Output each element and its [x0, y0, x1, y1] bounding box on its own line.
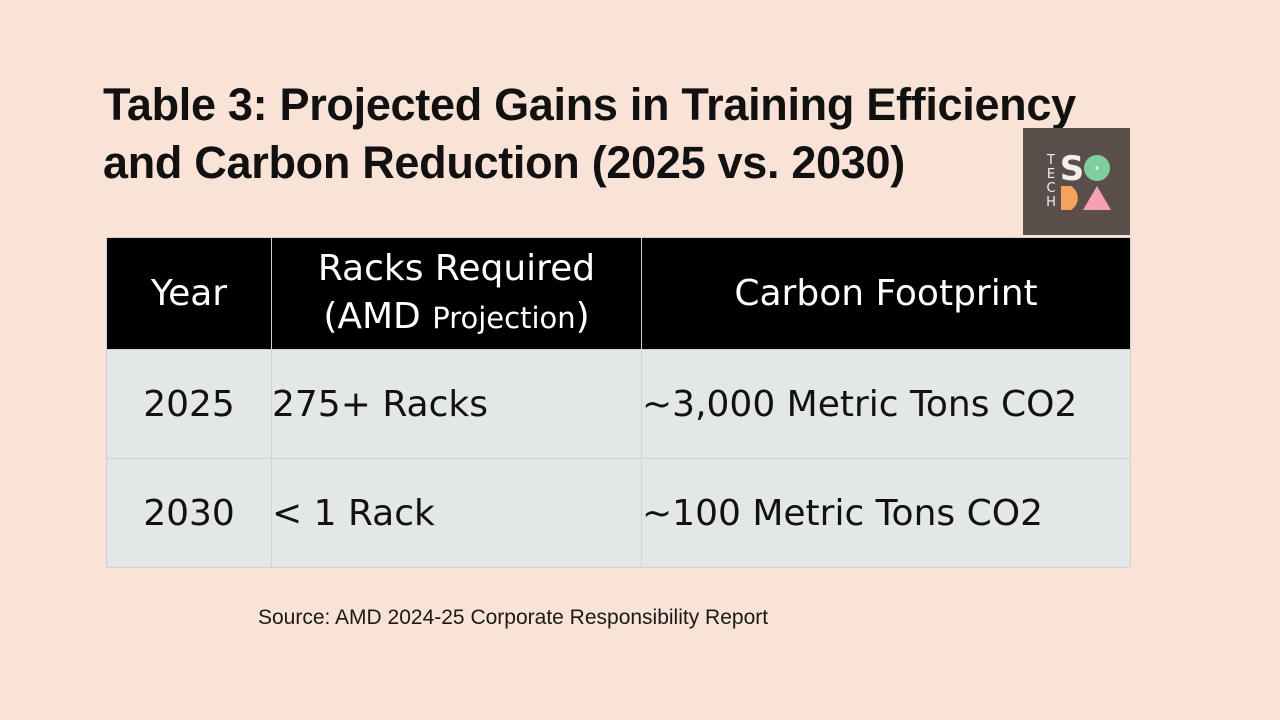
logo-letter-h: H	[1046, 195, 1056, 210]
logo-letter-t: T	[1046, 153, 1055, 168]
header-racks-line-1: Racks Required	[317, 248, 596, 289]
cell-carbon: ~3,000 Metric Tons CO2	[641, 349, 1131, 459]
table-row: 2030 < 1 Rack ~100 Metric Tons CO2	[106, 458, 1131, 568]
header-racks-close: )	[575, 296, 590, 337]
header-racks-open: (AMD	[323, 296, 433, 337]
logo-dot	[1095, 166, 1099, 170]
cell-carbon: ~100 Metric Tons CO2	[641, 458, 1131, 568]
source-note: Source: AMD 2024-25 Corporate Responsibi…	[258, 606, 769, 629]
cell-year: 2025	[106, 349, 272, 459]
header-carbon-footprint: Carbon Footprint	[641, 237, 1131, 350]
cell-racks: < 1 Rack	[271, 458, 642, 568]
logo-letter-a-shape	[1083, 186, 1111, 210]
header-racks-line-2: (AMD Projection)	[272, 293, 641, 342]
tech-soda-logo-graphic: T E C H S	[1046, 149, 1111, 210]
logo-letter-s: S	[1060, 149, 1085, 189]
cell-year: 2030	[106, 458, 272, 568]
logo-letter-e: E	[1047, 167, 1055, 182]
title-line-2: and Carbon Reduction (2025 vs. 2030)	[103, 137, 905, 188]
tech-soda-logo: T E C H S	[1023, 128, 1130, 235]
header-racks-projection: Projection	[432, 301, 576, 335]
cell-racks: 275+ Racks	[271, 349, 642, 459]
logo-letter-c: C	[1046, 181, 1055, 196]
title-line-1: Table 3: Projected Gains in Training Eff…	[103, 79, 1076, 130]
projection-table: Year Racks Required (AMD Projection) Car…	[106, 237, 1131, 568]
logo-letter-d-shape	[1061, 186, 1078, 210]
header-year: Year	[106, 237, 272, 350]
header-racks-required: Racks Required (AMD Projection)	[271, 237, 642, 350]
table-row: 2025 275+ Racks ~3,000 Metric Tons CO2	[106, 349, 1131, 459]
slide-title: Table 3: Projected Gains in Training Eff…	[103, 76, 1163, 192]
table-header-row: Year Racks Required (AMD Projection) Car…	[106, 237, 1131, 350]
